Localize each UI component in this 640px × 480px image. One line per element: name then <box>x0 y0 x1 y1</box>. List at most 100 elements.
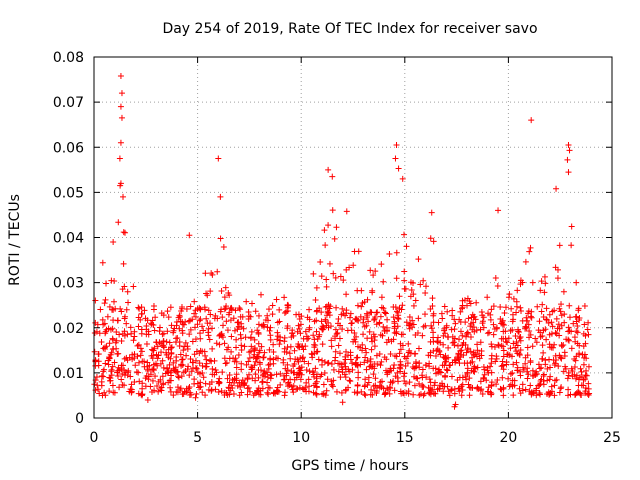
data-point <box>517 347 524 354</box>
data-point <box>564 375 571 382</box>
data-point <box>539 355 546 362</box>
data-point <box>102 296 109 303</box>
data-point <box>168 377 175 384</box>
data-point <box>297 330 304 337</box>
data-point <box>437 382 444 389</box>
data-point <box>561 352 568 359</box>
data-point <box>430 365 437 372</box>
data-point <box>527 382 534 389</box>
data-point <box>391 318 398 325</box>
data-point <box>222 360 229 367</box>
data-point <box>541 289 548 296</box>
data-point <box>131 378 138 385</box>
data-point <box>95 350 102 357</box>
data-point <box>226 292 233 299</box>
data-point <box>415 315 422 322</box>
data-point <box>339 305 346 312</box>
data-point <box>179 327 186 334</box>
data-point <box>347 356 354 363</box>
data-point <box>464 302 471 309</box>
data-point <box>500 366 507 373</box>
data-point <box>172 339 179 346</box>
data-point <box>568 242 575 249</box>
data-point <box>342 387 349 394</box>
data-point <box>332 274 339 281</box>
data-point <box>410 302 417 309</box>
data-point <box>402 285 409 292</box>
data-point <box>348 320 355 327</box>
data-point <box>486 329 493 336</box>
data-point <box>285 379 292 386</box>
data-point <box>112 305 119 312</box>
data-point <box>456 374 463 381</box>
data-point <box>118 114 125 121</box>
data-point <box>464 369 471 376</box>
data-point <box>266 346 273 353</box>
data-point <box>167 304 174 311</box>
data-point <box>377 362 384 369</box>
data-point <box>466 384 473 391</box>
data-point <box>96 390 103 397</box>
data-point <box>148 352 155 359</box>
data-point <box>108 277 115 284</box>
data-point <box>361 359 368 366</box>
data-point <box>230 390 237 397</box>
data-point <box>490 331 497 338</box>
data-point <box>221 392 228 399</box>
data-point <box>397 346 404 353</box>
data-point <box>180 391 187 398</box>
data-point <box>470 319 477 326</box>
data-point <box>548 383 555 390</box>
data-point <box>260 371 267 378</box>
data-point <box>399 342 406 349</box>
data-point <box>519 279 526 286</box>
data-point <box>575 382 582 389</box>
data-point <box>189 359 196 366</box>
data-point <box>513 359 520 366</box>
data-point <box>131 355 138 362</box>
data-point <box>370 371 377 378</box>
data-point <box>378 358 385 365</box>
data-point <box>425 352 432 359</box>
data-point <box>566 314 573 321</box>
data-point <box>315 356 322 363</box>
data-point <box>545 320 552 327</box>
data-point <box>391 362 398 369</box>
data-point <box>449 333 456 340</box>
data-point <box>372 268 379 275</box>
data-point <box>536 382 543 389</box>
data-point <box>350 262 357 269</box>
data-point <box>333 304 340 311</box>
data-point <box>224 375 231 382</box>
data-point <box>487 316 494 323</box>
data-point <box>415 345 422 352</box>
data-point <box>360 331 367 338</box>
data-point <box>280 376 287 383</box>
data-point <box>435 319 442 326</box>
data-point <box>168 372 175 379</box>
data-point <box>431 382 438 389</box>
data-point <box>538 278 545 285</box>
data-point <box>428 209 435 216</box>
data-point <box>346 314 353 321</box>
data-point <box>347 310 354 317</box>
data-point <box>446 392 453 399</box>
data-point <box>387 379 394 386</box>
data-point <box>98 338 105 345</box>
data-point <box>346 377 353 384</box>
data-point <box>372 313 379 320</box>
data-point <box>153 339 160 346</box>
data-point <box>411 382 418 389</box>
data-point <box>284 322 291 329</box>
data-point <box>498 342 505 349</box>
data-point <box>343 307 350 314</box>
data-point <box>527 357 534 364</box>
data-point <box>585 392 592 399</box>
data-point <box>392 155 399 162</box>
data-point <box>354 287 361 294</box>
data-point <box>337 273 344 280</box>
data-point <box>92 319 99 326</box>
data-point <box>184 387 191 394</box>
data-point <box>535 327 542 334</box>
data-point <box>581 321 588 328</box>
